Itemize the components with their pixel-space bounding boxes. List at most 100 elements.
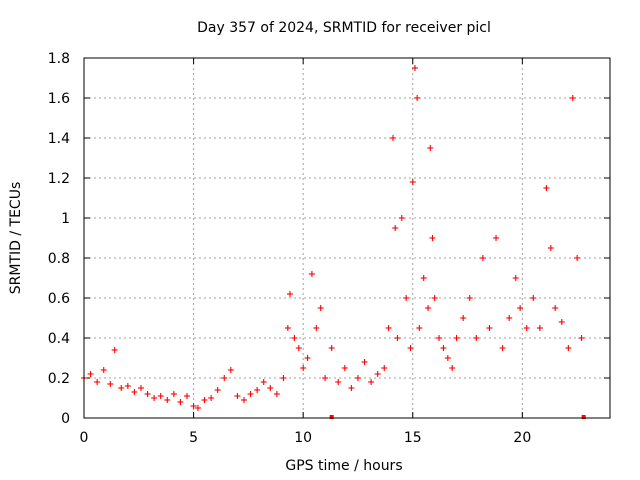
- data-point: [394, 335, 401, 341]
- data-point: [547, 245, 554, 251]
- data-point: [287, 291, 294, 297]
- x-tick-label: 5: [189, 430, 198, 446]
- data-point: [94, 379, 101, 385]
- data-point: [354, 375, 361, 381]
- data-point: [368, 379, 375, 385]
- data-point: [552, 305, 559, 311]
- y-tick-label: 0.2: [48, 371, 70, 387]
- data-point: [409, 179, 416, 185]
- data-point: [322, 375, 329, 381]
- data-point: [164, 397, 171, 403]
- data-point: [107, 381, 114, 387]
- data-point: [398, 215, 405, 221]
- x-axis-label: GPS time / hours: [285, 458, 402, 474]
- data-point: [111, 347, 118, 353]
- data-point: [486, 325, 493, 331]
- data-point: [427, 145, 434, 151]
- y-tick-label: 1.8: [48, 51, 70, 67]
- data-point: [390, 135, 397, 141]
- y-tick-label: 0: [61, 411, 70, 427]
- data-point: [300, 365, 307, 371]
- data-point: [304, 355, 311, 361]
- y-tick-label: 1.2: [48, 171, 70, 187]
- y-tick-label: 0.8: [48, 251, 70, 267]
- data-point: [578, 335, 585, 341]
- data-point: [280, 375, 287, 381]
- data-point: [565, 345, 572, 351]
- data-point: [335, 379, 342, 385]
- data-point: [201, 397, 208, 403]
- data-point: [317, 305, 324, 311]
- data-point: [151, 395, 158, 401]
- data-point: [247, 391, 254, 397]
- data-point: [267, 385, 274, 391]
- x-tick-label: 20: [513, 430, 531, 446]
- data-point: [124, 383, 131, 389]
- data-point: [313, 325, 320, 331]
- tick-labels: 0 0.2 0.4 0.6 0.8 1 1.2 1.4 1.6 1.8 0 5 10 15 20: [48, 51, 532, 446]
- data-point: [361, 359, 368, 365]
- data-point: [214, 387, 221, 393]
- y-tick-label: 1: [61, 211, 70, 227]
- data-point: [284, 325, 291, 331]
- data-point: [506, 315, 513, 321]
- axis-ticks: [83, 57, 610, 419]
- data-point: [234, 393, 241, 399]
- data-point: [407, 345, 414, 351]
- data-point: [100, 367, 107, 373]
- data-point: [308, 271, 315, 277]
- data-point: [157, 393, 164, 399]
- data-point: [131, 389, 138, 395]
- data-point: [240, 397, 247, 403]
- data-point: [512, 275, 519, 281]
- data-point: [374, 371, 381, 377]
- data-point: [460, 315, 467, 321]
- data-point: [87, 371, 94, 377]
- y-tick-label: 0.4: [48, 331, 70, 347]
- data-point: [295, 345, 302, 351]
- grid-lines: [84, 58, 610, 418]
- data-point: [425, 305, 432, 311]
- data-point: [453, 335, 460, 341]
- data-point: [411, 65, 418, 71]
- data-point: [328, 345, 335, 351]
- data-point: [403, 295, 410, 301]
- x-tick-label: 10: [294, 430, 312, 446]
- data-point: [392, 225, 399, 231]
- data-point: [499, 345, 506, 351]
- data-point: [177, 399, 184, 405]
- data-point: [436, 335, 443, 341]
- data-point: [466, 295, 473, 301]
- data-point: [170, 391, 177, 397]
- data-point: [260, 379, 267, 385]
- data-point: [517, 305, 524, 311]
- data-point: [543, 185, 550, 191]
- data-point: [144, 391, 151, 397]
- data-point: [291, 335, 298, 341]
- data-point: [341, 365, 348, 371]
- data-point: [416, 325, 423, 331]
- x-tick-label: 0: [80, 430, 89, 446]
- data-point: [444, 355, 451, 361]
- y-tick-label: 1.6: [48, 91, 70, 107]
- data-point: [420, 275, 427, 281]
- chart-title: Day 357 of 2024, SRMTID for receiver pic…: [197, 20, 491, 36]
- data-point: [523, 325, 530, 331]
- data-point: [429, 235, 436, 241]
- data-point: [414, 95, 421, 101]
- x-tick-label: 15: [404, 430, 422, 446]
- data-point: [574, 255, 581, 261]
- data-point: [381, 365, 388, 371]
- data-point-outlier: [581, 415, 586, 419]
- plot-frame: [83, 57, 611, 419]
- data-points: [81, 65, 586, 419]
- data-point: [449, 365, 456, 371]
- data-point: [440, 345, 447, 351]
- data-point: [536, 325, 543, 331]
- y-tick-label: 0.6: [48, 291, 70, 307]
- y-axis-label: SRMTID / TECUs: [8, 182, 24, 295]
- data-point: [493, 235, 500, 241]
- data-point: [227, 367, 234, 373]
- data-point: [273, 391, 280, 397]
